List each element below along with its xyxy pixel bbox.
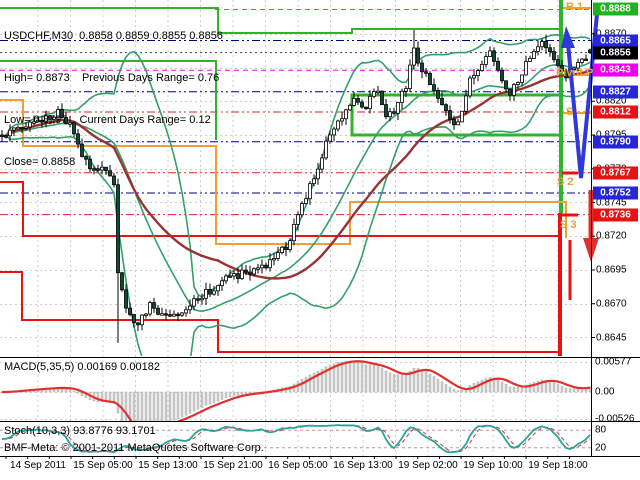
price-tick-label: 0.8820 [596, 95, 627, 107]
price-level-badge: 0.8856 [593, 46, 638, 60]
price-tick-label: 0.8695 [596, 264, 627, 276]
time-axis-label: 15 Sep 13:00 [138, 460, 198, 471]
bb-upper [1, 34, 591, 298]
price-level-badge: 0.8767 [593, 166, 638, 180]
stoch-axis-label: 80 [595, 424, 607, 436]
stoch-pane [0, 424, 591, 454]
price-level-badge: 0.8827 [593, 85, 638, 99]
price-level-badge: 0.8790 [593, 135, 638, 149]
time-axis-label: 19 Sep 10:00 [463, 460, 523, 471]
price-level-badge: 0.8752 [593, 186, 638, 200]
macd-axis-label: -0.00526 [595, 413, 635, 425]
orange-pivot-step [0, 99, 567, 245]
time-axis-label: 14 Sep 2011 [10, 460, 66, 471]
macd-signal-line [1, 360, 591, 421]
pivot-label: Pivot P [556, 67, 594, 79]
red-s1-step [0, 181, 560, 237]
time-axis-label: 19 Sep 18:00 [528, 460, 588, 471]
macd-axis-label: 0.00 [595, 386, 615, 398]
stoch-main-line [1, 424, 591, 454]
price-level-badge: 0.8843 [593, 63, 638, 77]
price-tick-label: 0.8645 [596, 332, 627, 343]
weekly-r1-green [0, 7, 561, 34]
ma-line [1, 70, 591, 280]
bollinger-bands [1, 34, 591, 356]
macd-pane [0, 360, 591, 421]
support-resistance-lines [0, 8, 591, 216]
pivot-label: S 3 [560, 219, 577, 231]
blue-arrowhead-up-icon [561, 26, 575, 48]
pivot-step-lines [0, 0, 591, 356]
pivot-label: S 2 [557, 176, 574, 188]
time-axis-label: 19 Sep 02:00 [398, 460, 458, 471]
stoch-axis-label: 20 [595, 442, 607, 454]
time-axis-label: 16 Sep 05:00 [268, 460, 328, 471]
price-level-badge: 0.8736 [593, 208, 638, 222]
time-axis-label: 15 Sep 21:00 [203, 460, 263, 471]
price-tick-label: 0.8670 [596, 298, 627, 310]
bb-middle [1, 61, 591, 312]
time-axis-label: 16 Sep 13:00 [333, 460, 393, 471]
pivot-label: S [566, 106, 574, 118]
candles-layer [0, 29, 591, 343]
bb-lower [1, 85, 591, 356]
price-level-badge: 0.8865 [593, 34, 638, 47]
green-left-step [0, 60, 217, 140]
price-level-badge: 0.8812 [593, 105, 638, 119]
red-s2-step [0, 271, 560, 353]
macd-axis-label: 0.00577 [595, 356, 632, 368]
frame-layer [0, 0, 640, 459]
price-tick-label: 0.8720 [596, 230, 627, 242]
pivot-label: R 1 [566, 1, 584, 13]
time-axis-label: 15 Sep 05:00 [73, 460, 133, 471]
price-tick-label: 0.8870 [596, 28, 627, 39]
price-level-badge: 0.8888 [593, 2, 638, 16]
price-tick-label: 0.8795 [596, 130, 627, 141]
price-tick-label: 0.8745 [596, 197, 627, 208]
